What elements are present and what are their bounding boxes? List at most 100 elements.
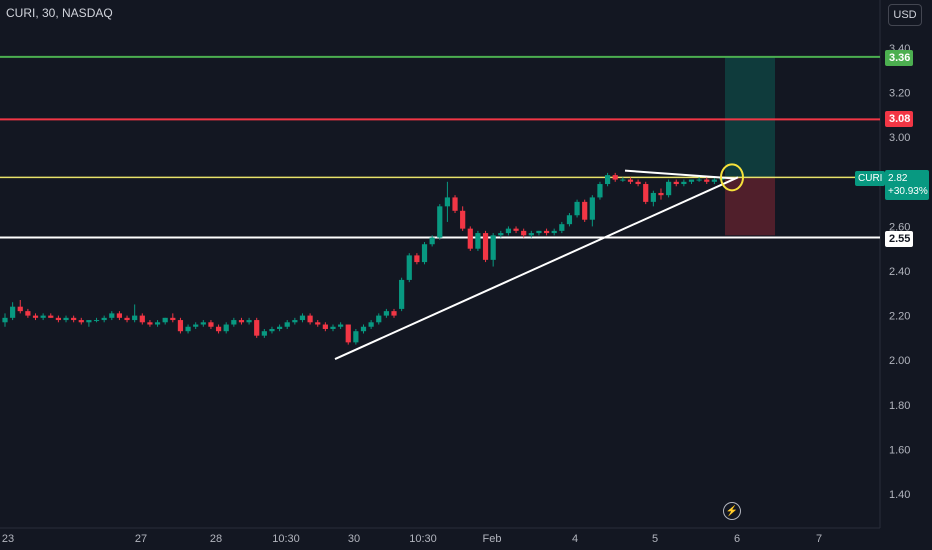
candle-body <box>208 322 214 327</box>
y-tick-label: 1.60 <box>889 444 910 456</box>
candle-body <box>559 224 565 231</box>
candle-body <box>254 320 260 336</box>
candle-body <box>147 322 153 325</box>
candle-body <box>528 233 534 236</box>
candle-body <box>261 331 267 336</box>
breakout-highlight-circle <box>720 163 744 192</box>
candle-body <box>330 326 336 329</box>
candle-body <box>696 179 702 181</box>
candle-body <box>345 324 351 343</box>
candle-body <box>658 192 664 196</box>
candle-body <box>574 201 580 216</box>
candle-body <box>353 331 359 343</box>
y-tick-label: 2.40 <box>889 266 910 278</box>
candle-body <box>513 228 519 231</box>
y-tick-label: 2.60 <box>889 221 910 233</box>
candle-body <box>666 181 672 196</box>
candle-body <box>467 228 473 249</box>
candle-body <box>543 230 550 234</box>
candle-body <box>93 320 100 322</box>
y-tick-label: 3.20 <box>889 88 910 100</box>
candle-body <box>475 233 481 249</box>
target-price-tag: 3.36 <box>885 50 913 66</box>
candle-body <box>429 237 435 245</box>
candle-body <box>193 324 199 327</box>
candle-body <box>40 315 46 318</box>
candle-body <box>414 255 420 263</box>
symbol-title: CURI, 30, NASDAQ <box>6 6 113 20</box>
x-tick-label: 4 <box>572 533 578 545</box>
candle-body <box>650 192 656 202</box>
x-tick-label: 30 <box>348 533 360 545</box>
resistance-price-tag: 3.08 <box>885 111 913 127</box>
candle-body <box>460 210 466 229</box>
candle-body <box>498 233 504 236</box>
candle-body <box>223 324 229 332</box>
candle-body <box>307 315 313 323</box>
candle-body <box>162 317 168 323</box>
candle-body <box>78 320 84 323</box>
x-tick-label: 7 <box>816 533 822 545</box>
candle-body <box>177 320 184 332</box>
candle-body <box>246 320 252 323</box>
y-tick-label: 2.20 <box>889 311 910 323</box>
candle-body <box>101 317 107 321</box>
x-tick-label: 10:30 <box>409 533 437 545</box>
candle-body <box>482 233 489 260</box>
candle-body <box>322 324 328 329</box>
candle-body <box>490 235 496 260</box>
candle-body <box>63 317 69 321</box>
candle-body <box>284 322 290 327</box>
x-tick-label: 5 <box>652 533 658 545</box>
candle-body <box>299 315 306 321</box>
candle-body <box>116 313 123 318</box>
candle-body <box>437 206 443 238</box>
candle-body <box>55 317 61 321</box>
candle-body <box>124 317 130 321</box>
x-tick-label: 28 <box>210 533 222 545</box>
candle-body <box>269 328 275 332</box>
y-tick-label: 1.80 <box>889 400 910 412</box>
descending-trendline <box>624 169 736 180</box>
candle-body <box>292 320 298 323</box>
candle-body <box>17 306 23 312</box>
candle-body <box>643 184 649 202</box>
candle-body <box>421 244 428 263</box>
candle-body <box>444 197 451 207</box>
candle-body <box>185 326 191 332</box>
candle-body <box>704 179 710 182</box>
candle-body <box>376 315 382 323</box>
candle-body <box>406 255 412 280</box>
candle-body <box>238 320 245 323</box>
x-tick-label: 10:30 <box>272 533 300 545</box>
candle-body <box>452 197 458 211</box>
candle-body <box>711 179 717 182</box>
ascending-trendline <box>334 176 739 360</box>
symbol-tag: CURI <box>855 171 886 186</box>
candle-body <box>315 322 321 325</box>
candle-body <box>139 315 145 323</box>
x-tick-label: 27 <box>135 533 147 545</box>
last-price-tag: 2.82 +30.93% <box>885 170 929 200</box>
candle-body <box>521 230 527 236</box>
candle-body <box>132 315 138 321</box>
candle-body <box>635 181 641 185</box>
profit-zone <box>725 56 775 178</box>
candle-body <box>368 322 374 327</box>
lightning-icon[interactable]: ⚡ <box>723 502 741 520</box>
support-price-tag: 2.55 <box>885 231 913 247</box>
candle-body <box>582 201 588 220</box>
y-tick-label: 1.40 <box>889 489 910 501</box>
candle-body <box>681 181 687 185</box>
candle-body <box>505 228 512 234</box>
candle-body <box>620 179 626 181</box>
currency-button[interactable]: USD <box>888 4 922 26</box>
candle-body <box>25 311 31 316</box>
candle-body <box>215 326 222 332</box>
candle-body <box>566 215 573 225</box>
candle-body <box>2 317 8 323</box>
candle-body <box>604 175 611 185</box>
candle-body <box>589 197 595 220</box>
